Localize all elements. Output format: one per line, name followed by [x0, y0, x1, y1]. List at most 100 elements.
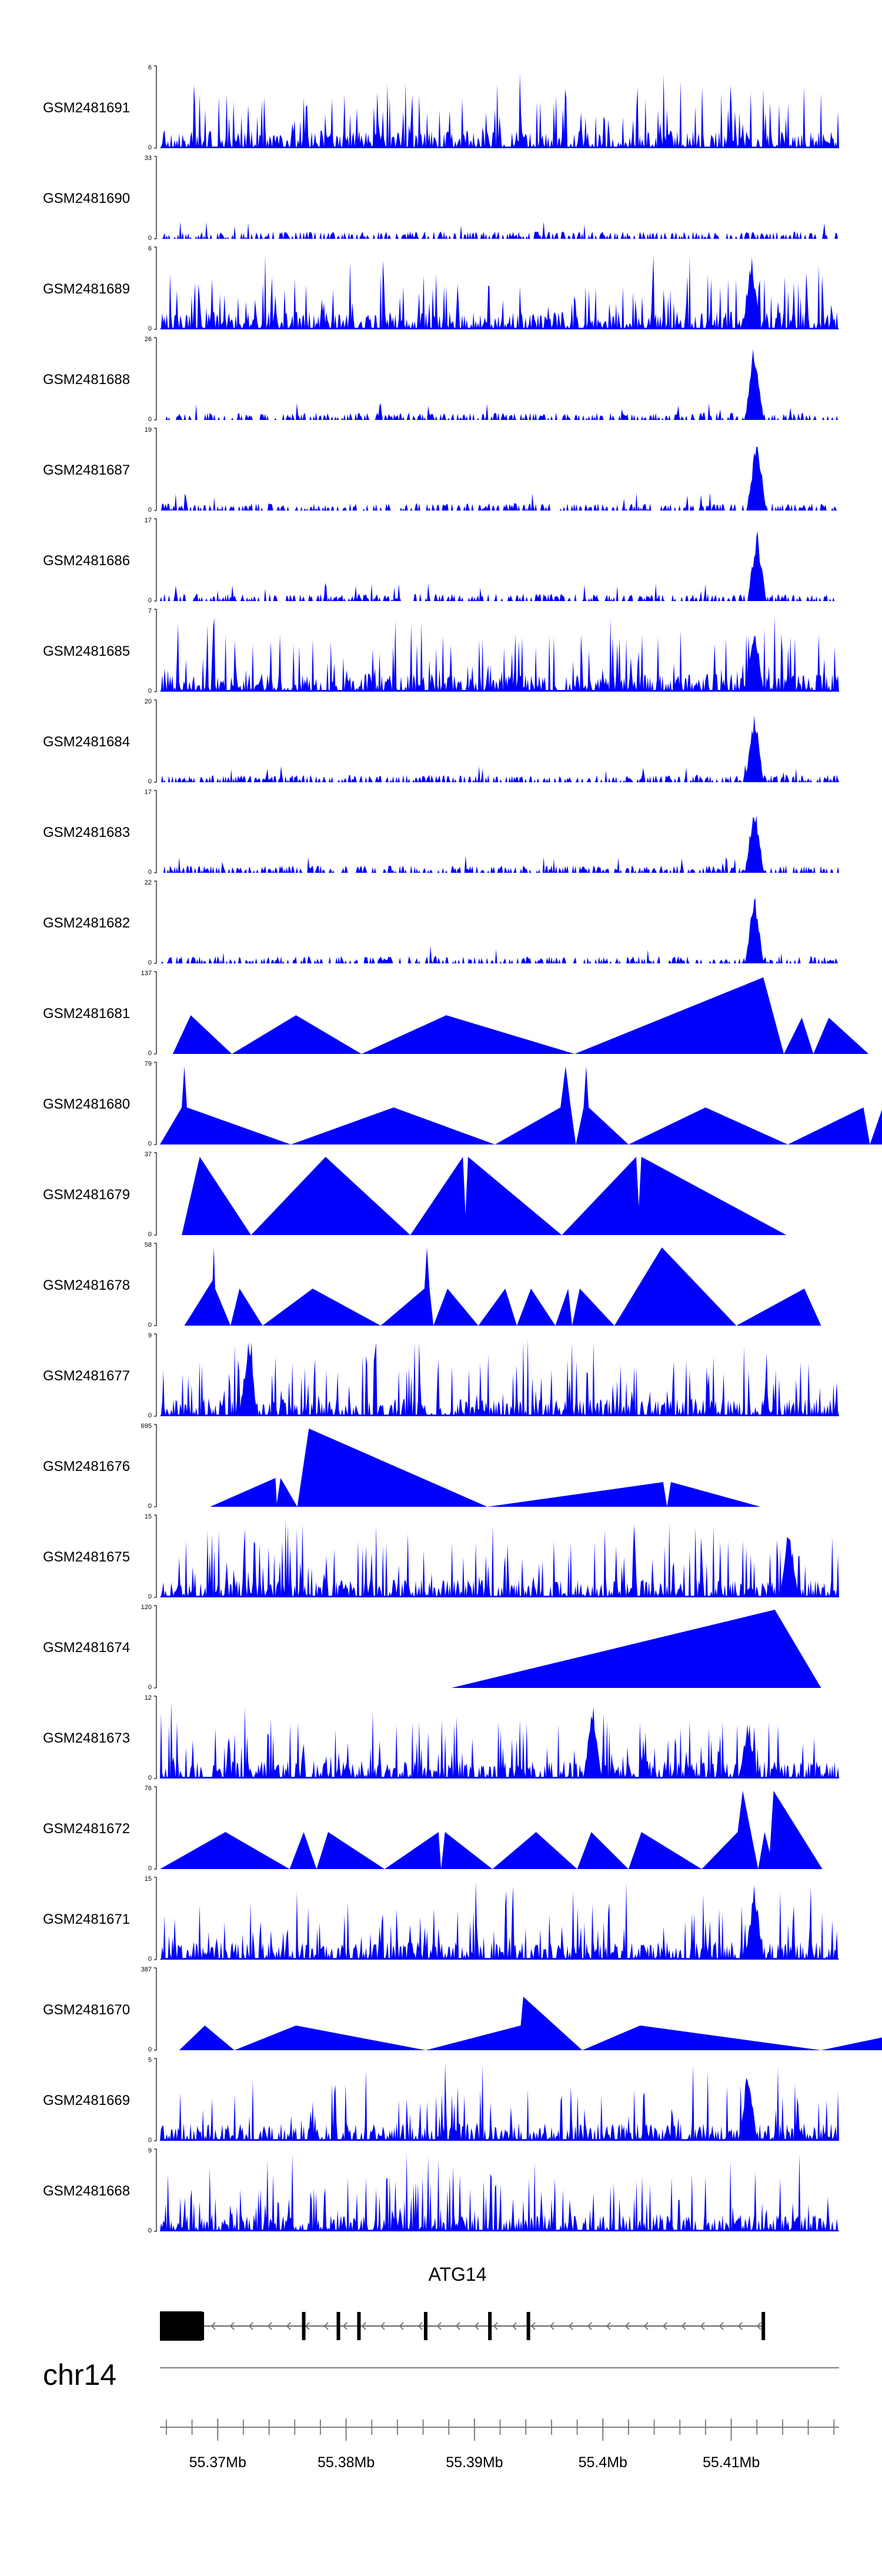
track-coverage-area — [160, 715, 839, 782]
gene-exon — [761, 2312, 766, 2340]
track-GSM2481668: GSM2481668 9 0 — [43, 2147, 839, 2234]
track-ymax-label: 5 — [148, 2057, 152, 2064]
track-GSM2481675: GSM2481675 15 0 — [43, 1513, 839, 1600]
strand-arrow — [756, 2322, 761, 2330]
axis-tick-label: 55.39Mb — [446, 2454, 503, 2471]
strand-arrow — [455, 2322, 460, 2330]
track-coverage-area — [451, 1610, 821, 1688]
track-yzero-label: 0 — [148, 1865, 152, 1872]
track-ymax-label: 76 — [145, 1785, 152, 1792]
track-coverage-area — [160, 1520, 839, 1597]
track-GSM2481678: GSM2481678 58 0 — [43, 1242, 821, 1329]
track-coverage-area — [160, 221, 839, 239]
track-coverage-area — [160, 1701, 839, 1778]
track-yzero-label: 0 — [148, 2137, 152, 2144]
strand-arrow — [399, 2322, 404, 2330]
track-coverage-area — [172, 977, 869, 1054]
track-ymax-label: 387 — [141, 1966, 152, 1973]
strand-arrow — [248, 2322, 253, 2330]
track-yzero-label: 0 — [148, 2046, 152, 2053]
track-coverage-area — [184, 1247, 821, 1326]
track-GSM2481680: GSM2481680 79 0 — [43, 1060, 882, 1147]
coverage-tracks: GSM248169160GSM2481690330GSM248168960GSM… — [43, 64, 882, 2234]
strand-arrow — [530, 2322, 536, 2330]
strand-arrow — [493, 2322, 498, 2330]
track-GSM2481679: GSM2481679 37 0 — [43, 1151, 787, 1238]
track-coverage-area — [160, 2153, 839, 2231]
track-label: GSM2481686 — [43, 553, 130, 569]
track-coverage-area — [160, 616, 839, 692]
strand-arrow — [700, 2322, 705, 2330]
gene-exon — [302, 2312, 306, 2340]
track-GSM2481684: GSM2481684 20 0 — [43, 698, 839, 785]
track-label: GSM2481676 — [43, 1459, 130, 1474]
axis-tick-label: 55.4Mb — [579, 2454, 627, 2471]
track-GSM2481673: GSM2481673 12 0 — [43, 1694, 839, 1781]
track-GSM2481689: GSM2481689 6 0 — [43, 245, 839, 332]
track-yzero-label: 0 — [148, 1322, 152, 1329]
track-yzero-label: 0 — [148, 1956, 152, 1963]
track-GSM2481681: GSM2481681 137 0 — [43, 970, 869, 1057]
track-label: GSM2481680 — [43, 1096, 130, 1112]
strand-arrow — [229, 2322, 235, 2330]
track-coverage-area — [160, 531, 839, 601]
track-ymax-label: 58 — [145, 1242, 152, 1249]
track-label: GSM2481674 — [43, 1640, 130, 1656]
track-yzero-label: 0 — [148, 778, 152, 785]
track-ymax-label: 9 — [148, 2147, 152, 2154]
track-yzero-label: 0 — [148, 416, 152, 423]
gene-exons — [201, 2312, 766, 2340]
track-label: GSM2481690 — [43, 191, 130, 206]
track-coverage-area — [182, 1157, 787, 1235]
track-yzero-label: 0 — [148, 1412, 152, 1419]
track-ymax-label: 26 — [145, 336, 152, 343]
strand-arrow — [587, 2322, 592, 2330]
track-yzero-label: 0 — [148, 959, 152, 966]
track-label: GSM2481682 — [43, 915, 130, 931]
track-GSM2481682: GSM2481682 22 0 — [43, 879, 839, 966]
track-ymax-label: 7 — [148, 608, 152, 615]
strand-arrow — [568, 2322, 573, 2330]
track-GSM2481687: GSM2481687 19 0 — [43, 426, 839, 513]
track-coverage-area — [160, 73, 839, 148]
track-ymax-label: 19 — [145, 426, 152, 433]
track-ymax-label: 79 — [145, 1060, 152, 1067]
track-yzero-label: 0 — [148, 506, 152, 513]
track-coverage-area — [160, 815, 839, 873]
strand-arrow — [643, 2322, 649, 2330]
track-ymax-label: 15 — [145, 1876, 152, 1883]
track-yzero-label: 0 — [148, 1593, 152, 1600]
track-label: GSM2481670 — [43, 2002, 130, 2018]
track-ymax-label: 17 — [145, 517, 152, 524]
track-coverage-area — [160, 1066, 882, 1144]
track-GSM2481688: GSM2481688 26 0 — [43, 336, 839, 423]
gene-strand-arrows — [211, 2322, 761, 2330]
strand-arrow — [380, 2322, 385, 2330]
strand-arrow — [361, 2322, 366, 2330]
strand-arrow — [286, 2322, 291, 2330]
strand-arrow — [681, 2322, 686, 2330]
axis-tick-label: 55.37Mb — [189, 2454, 246, 2471]
track-yzero-label: 0 — [148, 1231, 152, 1238]
track-ymax-label: 137 — [141, 970, 152, 977]
gene-exon — [336, 2312, 340, 2340]
track-ymax-label: 20 — [145, 698, 152, 705]
track-GSM2481677: GSM2481677 9 0 — [43, 1332, 839, 1419]
track-coverage-area — [210, 1429, 761, 1507]
gene-exon — [201, 2312, 205, 2340]
track-GSM2481670: GSM2481670 387 0 — [43, 1966, 882, 2053]
track-label: GSM2481691 — [43, 100, 130, 116]
track-GSM2481669: GSM2481669 5 0 — [43, 2057, 839, 2144]
track-label: GSM2481685 — [43, 643, 130, 659]
gene-exon — [423, 2312, 427, 2340]
strand-arrow — [662, 2322, 667, 2330]
track-label: GSM2481675 — [43, 1549, 130, 1565]
chromosome-label: chr14 — [43, 2358, 116, 2391]
track-GSM2481683: GSM2481683 17 0 — [43, 789, 839, 876]
track-label: GSM2481679 — [43, 1187, 130, 1203]
track-ymax-label: 33 — [145, 155, 152, 162]
strand-arrow — [211, 2322, 216, 2330]
track-ymax-label: 120 — [141, 1604, 152, 1611]
track-label: GSM2481688 — [43, 372, 130, 388]
